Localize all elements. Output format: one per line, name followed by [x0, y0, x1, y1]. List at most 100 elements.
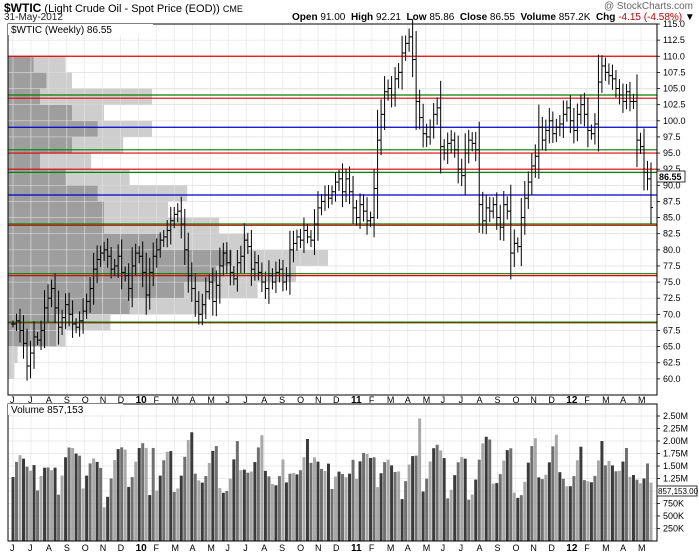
- chg-value: -4.15 (-4.58%): [618, 12, 683, 23]
- volume-bar: [158, 475, 162, 541]
- volume-tick-label: 2.50M: [663, 411, 688, 421]
- month-label-bottom: O: [82, 543, 89, 553]
- month-label-bottom: J: [459, 543, 464, 553]
- month-label-bottom: J: [441, 543, 446, 553]
- month-label-bottom: J: [243, 543, 248, 553]
- volume-bar: [127, 486, 131, 541]
- volume-bar: [575, 460, 579, 541]
- volume-bar: [141, 443, 145, 541]
- chg-label: Chg: [595, 12, 616, 23]
- month-label: M: [172, 395, 180, 405]
- volume-bar: [537, 477, 541, 541]
- month-label-bottom: D: [118, 543, 125, 553]
- vbp-bar-down: [8, 56, 34, 73]
- month-label-bottom: N: [100, 543, 107, 553]
- month-label: M: [602, 395, 610, 405]
- ohlc-readout: Open 91.00 High 92.21 Low 85.86 Close 86…: [292, 12, 695, 23]
- month-label: A: [189, 395, 195, 405]
- ohlc-bar: [638, 132, 643, 154]
- month-label-bottom: J: [28, 543, 32, 553]
- month-label-bottom: J: [225, 543, 230, 553]
- ohlc-bar: [396, 62, 401, 89]
- volume-bar: [397, 471, 401, 541]
- vbp-bar-down: [8, 72, 47, 89]
- ohlc-bar: [315, 191, 320, 241]
- volume-bar: [631, 475, 635, 541]
- ohlc-bar: [480, 191, 485, 234]
- month-label: N: [530, 395, 537, 405]
- ohlc-bar: [554, 118, 559, 143]
- volume-bar: [29, 470, 33, 541]
- month-label-bottom: M: [387, 543, 395, 553]
- last-volume-label: 857,153.00: [658, 487, 699, 496]
- ohlc-bar: [326, 184, 331, 209]
- volume-bar: [540, 479, 544, 541]
- volume-bar: [509, 448, 513, 541]
- ohlc-bar: [428, 119, 433, 145]
- volume-bar: [607, 460, 611, 541]
- ohlc-bar: [578, 94, 583, 125]
- month-label: M: [387, 395, 395, 405]
- price-tick-label: 92.5: [663, 164, 681, 174]
- volume-bar: [649, 482, 653, 541]
- volume-bar: [253, 462, 257, 541]
- ohlc-bar: [627, 81, 632, 112]
- ohlc-bar: [592, 113, 597, 145]
- volume-bar: [113, 460, 117, 541]
- volume-bar: [169, 451, 173, 541]
- month-label-bottom: 11: [351, 543, 362, 554]
- volume-tick-label: 1.50M: [663, 461, 688, 471]
- month-label: S: [495, 395, 501, 405]
- month-label: S: [64, 395, 70, 405]
- volume-bar: [376, 487, 380, 541]
- volume-tick-label: 250K: [663, 524, 684, 534]
- volume-bar: [638, 483, 642, 541]
- volume-bar: [120, 447, 124, 541]
- ohlc-bar: [298, 228, 303, 249]
- month-label: A: [261, 395, 267, 405]
- price-tick-label: 75.0: [663, 277, 681, 287]
- volume-bar: [365, 453, 369, 541]
- volume-bar: [383, 462, 387, 541]
- volume-bar: [64, 457, 68, 541]
- volume-bar: [582, 480, 586, 541]
- volume-bar: [372, 457, 376, 541]
- volume-bar: [263, 470, 267, 541]
- month-label: 10: [136, 395, 148, 406]
- month-axis: JJJJAASSOONNDD1010FFMMAAMMJJJJAASSOONNDD…: [10, 395, 646, 554]
- volume-bar: [628, 476, 632, 541]
- ohlc-bar: [354, 200, 359, 226]
- volume-bar: [302, 457, 306, 541]
- month-label-bottom: A: [405, 543, 411, 553]
- volume-bar: [277, 476, 281, 541]
- volume-bar: [249, 471, 253, 541]
- volume-bar: [474, 479, 478, 541]
- month-label: 11: [351, 395, 362, 406]
- ohlc-bar: [498, 204, 503, 241]
- month-label: O: [512, 395, 519, 405]
- volume-bar: [488, 439, 492, 541]
- month-label: J: [459, 395, 464, 405]
- stockcharts-credit[interactable]: @ StockCharts.com: [603, 1, 693, 12]
- ohlc-bar: [308, 229, 313, 248]
- volume-panel-frame: [7, 403, 658, 542]
- ohlc-bar: [375, 109, 380, 219]
- vbp-bar-down: [8, 136, 72, 154]
- volume-bar: [589, 482, 593, 541]
- ohlc-bar: [372, 168, 377, 238]
- volume-bar: [586, 481, 590, 541]
- volume-bar: [617, 470, 621, 541]
- ohlc-bar: [624, 83, 629, 110]
- vbp-bar-down: [8, 88, 40, 105]
- volume-bar: [554, 434, 558, 541]
- month-label: N: [100, 395, 107, 405]
- price-tick-label: 77.5: [663, 261, 681, 271]
- volume-bar: [519, 495, 523, 541]
- month-label-bottom: D: [333, 543, 340, 553]
- price-tick-label: 72.5: [663, 293, 681, 303]
- volume-bar: [379, 473, 383, 541]
- month-label: F: [584, 395, 590, 405]
- month-label-bottom: D: [548, 543, 555, 553]
- volume-bar: [544, 474, 548, 541]
